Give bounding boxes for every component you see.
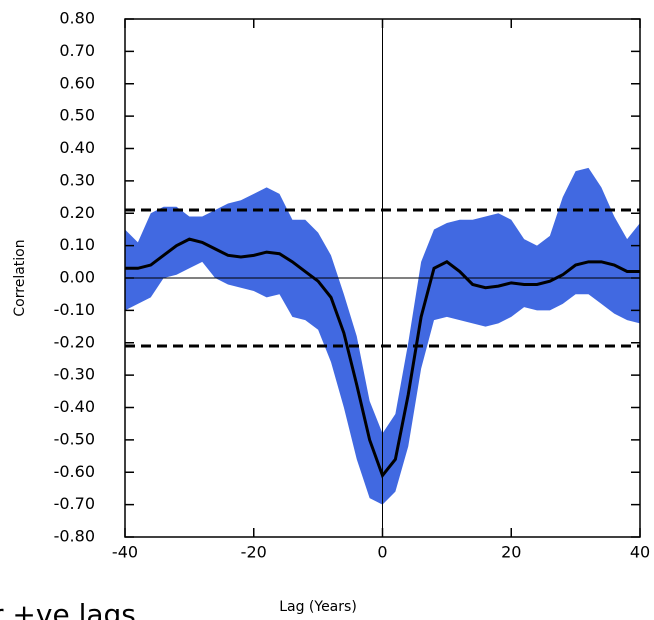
annotation: r +ve lags — [0, 598, 136, 620]
y-tick-label: -0.50 — [54, 429, 95, 448]
y-tick-label: 0.30 — [59, 170, 95, 189]
y-tick-label: 0.70 — [59, 41, 95, 60]
x-tick-label: 20 — [501, 543, 521, 562]
y-tick-label: 0.60 — [59, 73, 95, 92]
y-tick-label: -0.70 — [54, 494, 95, 513]
y-tick-label: 0.80 — [59, 9, 95, 28]
y-tick-label: 0.50 — [59, 106, 95, 125]
y-axis-label: Correlation — [12, 239, 28, 316]
y-tick-label: -0.80 — [54, 527, 95, 546]
x-tick-label: -20 — [241, 543, 267, 562]
y-tick-label: -0.40 — [54, 397, 95, 416]
y-tick-label: -0.20 — [54, 332, 95, 351]
y-tick-label: -0.60 — [54, 462, 95, 481]
y-tick-label: 0.10 — [59, 235, 95, 254]
x-axis-label: Lag (Years) — [279, 599, 357, 615]
y-tick-label: 0.20 — [59, 203, 95, 222]
mean-line — [125, 237, 640, 479]
x-tick-label: 0 — [377, 543, 387, 562]
x-tick-label: 40 — [630, 543, 650, 562]
x-tick-label: -40 — [112, 543, 138, 562]
y-tick-label: 0.00 — [59, 268, 95, 287]
y-tick-label: -0.10 — [54, 300, 95, 319]
y-tick-label: -0.30 — [54, 365, 95, 384]
y-tick-label: 0.40 — [59, 138, 95, 157]
confidence-band — [125, 167, 640, 505]
